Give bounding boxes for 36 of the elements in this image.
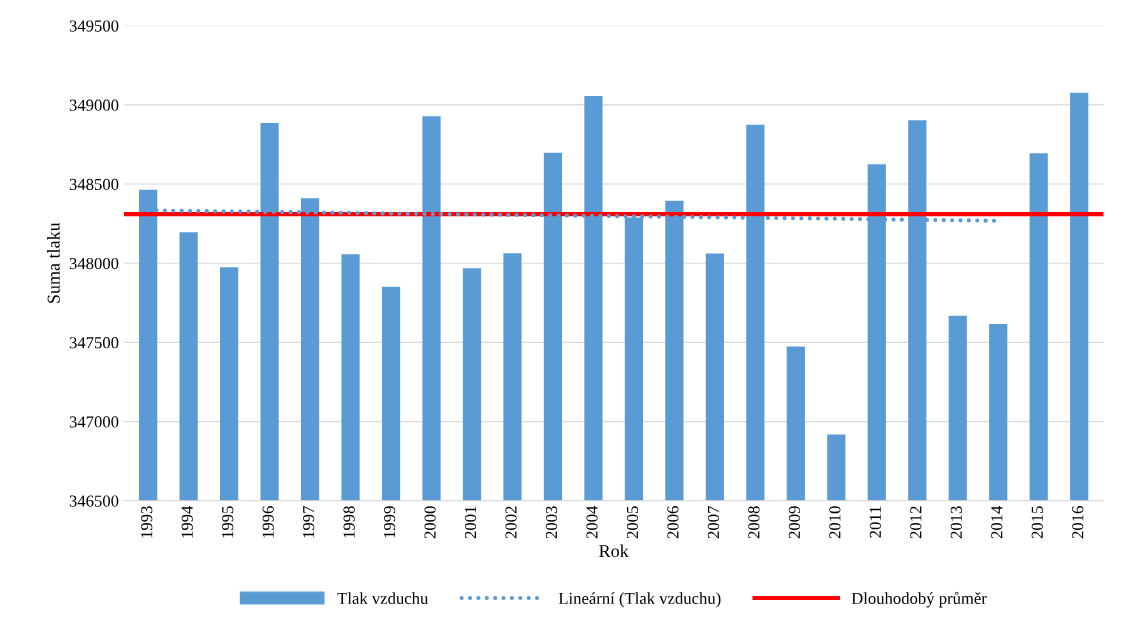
x-tick-label: 2007 xyxy=(707,506,720,539)
x-tick-label: 1993 xyxy=(141,506,153,538)
y-tick-label: 349500 xyxy=(69,20,119,32)
x-tick-label: 2008 xyxy=(748,506,760,539)
legend-label: Dlouhodobý průměr xyxy=(851,591,987,608)
x-tick-label: 2006 xyxy=(667,506,679,539)
x-tick-label: 1998 xyxy=(343,506,355,538)
x-tick-label: 2010 xyxy=(829,506,841,539)
x-tick-label: 1997 xyxy=(303,506,315,538)
y-tick-label: 349000 xyxy=(69,99,119,111)
x-tick-label: 2012 xyxy=(910,506,922,539)
y-tick-label: 347500 xyxy=(69,337,119,349)
x-tick-label: 2014 xyxy=(991,505,1003,539)
x-tick-label: 1994 xyxy=(181,505,193,538)
x-tick-label: 1999 xyxy=(384,506,396,538)
x-axis-title: Rok xyxy=(599,544,629,558)
y-tick-label: 347000 xyxy=(69,416,119,428)
legend-label: Tlak vzduchu xyxy=(337,592,429,604)
x-tick-label: 2002 xyxy=(505,506,517,539)
x-tick-label: 2011 xyxy=(869,506,881,538)
y-tick-label: 346500 xyxy=(69,495,119,507)
x-tick-label: 2000 xyxy=(424,506,436,539)
x-tick-label: 2001 xyxy=(464,506,477,539)
x-tick-label: 1996 xyxy=(262,506,274,538)
x-tick-label: 2013 xyxy=(950,506,962,539)
x-tick-label: 2016 xyxy=(1072,506,1084,539)
x-tick-label: 2009 xyxy=(788,506,800,539)
x-tick-label: 2015 xyxy=(1031,506,1043,539)
x-tick-label: 1995 xyxy=(222,506,234,538)
y-tick-label: 348500 xyxy=(69,178,119,190)
legend-label: Lineární (Tlak vzduchu) xyxy=(558,592,721,608)
y-axis-title: Suma tlaku xyxy=(47,222,60,303)
y-tick-label: 348000 xyxy=(69,257,119,270)
x-tick-label: 2005 xyxy=(626,506,639,539)
x-tick-label: 2004 xyxy=(586,505,598,539)
x-tick-label: 2003 xyxy=(545,506,558,539)
